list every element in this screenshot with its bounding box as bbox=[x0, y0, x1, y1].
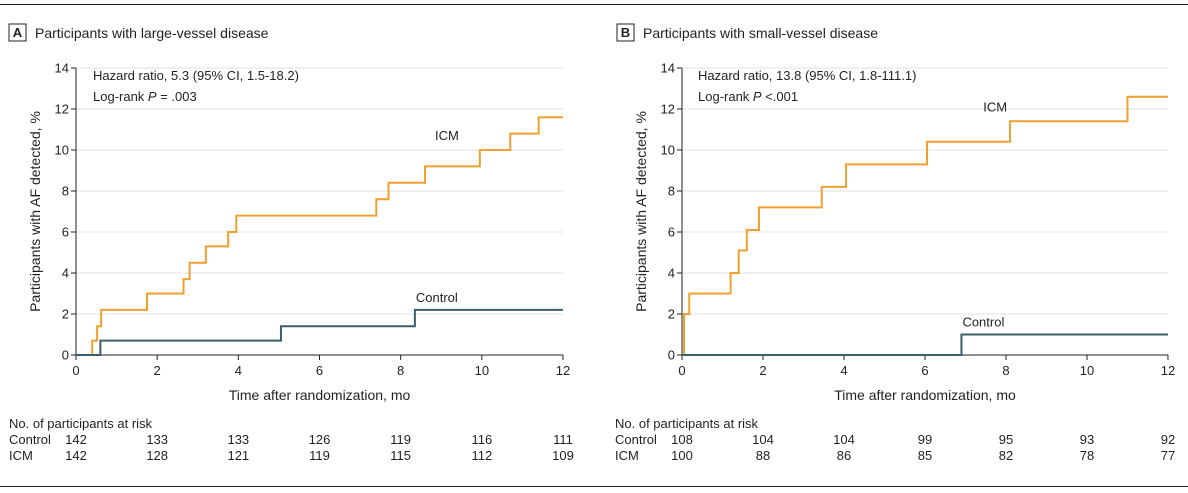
risk-value: 119 bbox=[390, 432, 411, 447]
y-tick-label: 2 bbox=[62, 307, 69, 322]
risk-value: 121 bbox=[227, 448, 249, 463]
panel-letter: A bbox=[13, 25, 23, 40]
chart-panel-b: B Participants with small-vessel disease 0… bbox=[615, 23, 1175, 463]
series-line-control bbox=[76, 308, 563, 356]
x-tick-label: 12 bbox=[556, 363, 570, 378]
x-tick-label: 0 bbox=[72, 363, 79, 378]
risk-row-label: Control bbox=[9, 432, 51, 447]
risk-value: 82 bbox=[999, 448, 1013, 463]
y-tick-label: 8 bbox=[668, 184, 675, 199]
y-tick-label: 6 bbox=[668, 225, 675, 240]
bottom-rule bbox=[0, 486, 1188, 487]
x-tick-label: 4 bbox=[235, 363, 242, 378]
risk-value: 92 bbox=[1161, 432, 1175, 447]
risk-table-title: No. of participants at risk bbox=[9, 416, 153, 431]
y-tick-label: 10 bbox=[55, 143, 69, 158]
y-tick-label: 2 bbox=[668, 307, 675, 322]
hazard-ratio-text: Hazard ratio, 5.3 (95% CI, 1.5-18.2) bbox=[93, 68, 299, 83]
chart-panel-a: A Participants with large-vessel disease 0… bbox=[8, 23, 574, 463]
risk-value: 86 bbox=[837, 448, 851, 463]
risk-value: 99 bbox=[918, 432, 932, 447]
y-tick-label: 0 bbox=[62, 348, 69, 363]
risk-table-title: No. of participants at risk bbox=[615, 416, 759, 431]
series-label-control: Control bbox=[416, 290, 458, 305]
risk-value: 88 bbox=[756, 448, 770, 463]
panel-letter-box bbox=[616, 23, 635, 42]
x-tick-label: 4 bbox=[840, 363, 847, 378]
panel-title: Participants with large-vessel disease bbox=[35, 25, 269, 41]
risk-value: 128 bbox=[146, 448, 168, 463]
y-tick-label: 12 bbox=[55, 102, 69, 117]
x-tick-label: 12 bbox=[1161, 363, 1175, 378]
series-line-icm bbox=[76, 116, 563, 356]
risk-value: 111 bbox=[553, 432, 573, 447]
risk-value: 108 bbox=[671, 432, 693, 447]
y-tick-label: 8 bbox=[62, 184, 69, 199]
x-tick-label: 6 bbox=[921, 363, 928, 378]
y-tick-label: 10 bbox=[661, 143, 675, 158]
y-tick-label: 14 bbox=[55, 61, 69, 76]
risk-value: 78 bbox=[1080, 448, 1094, 463]
x-tick-label: 6 bbox=[316, 363, 323, 378]
x-tick-label: 10 bbox=[475, 363, 489, 378]
log-rank-prefix: Log-rank bbox=[698, 89, 753, 104]
risk-value: 119 bbox=[309, 448, 330, 463]
log-rank-value: <.001 bbox=[762, 89, 799, 104]
y-tick-label: 4 bbox=[668, 266, 675, 281]
log-rank-prefix: Log-rank bbox=[93, 89, 148, 104]
x-tick-label: 2 bbox=[759, 363, 766, 378]
x-tick-label: 8 bbox=[1002, 363, 1009, 378]
log-rank-p: P bbox=[753, 89, 762, 104]
risk-value: 133 bbox=[227, 432, 249, 447]
risk-row-label: Control bbox=[615, 432, 657, 447]
x-tick-label: 0 bbox=[678, 363, 685, 378]
risk-value: 100 bbox=[671, 448, 693, 463]
risk-value: 116 bbox=[471, 432, 492, 447]
risk-value: 109 bbox=[552, 448, 574, 463]
risk-value: 112 bbox=[471, 448, 492, 463]
risk-value: 133 bbox=[146, 432, 168, 447]
top-rule bbox=[0, 4, 1188, 5]
hazard-ratio-text: Hazard ratio, 13.8 (95% CI, 1.8-111.1) bbox=[698, 68, 916, 83]
y-axis-title: Participants with AF detected, % bbox=[633, 111, 649, 312]
log-rank-text: Log-rank P <.001 bbox=[698, 89, 798, 104]
risk-row-label: ICM bbox=[9, 448, 33, 463]
panel-letter-box bbox=[8, 23, 27, 42]
y-tick-label: 4 bbox=[62, 266, 69, 281]
y-tick-label: 14 bbox=[661, 61, 675, 76]
risk-value: 104 bbox=[752, 432, 774, 447]
log-rank-p: P bbox=[148, 89, 157, 104]
risk-value: 142 bbox=[65, 448, 87, 463]
series-label-icm: ICM bbox=[435, 128, 459, 143]
series-label-icm: ICM bbox=[983, 99, 1007, 114]
series-line-control bbox=[682, 333, 1168, 356]
x-axis-title: Time after randomization, mo bbox=[229, 387, 411, 403]
x-tick-label: 8 bbox=[397, 363, 404, 378]
x-axis-title: Time after randomization, mo bbox=[834, 387, 1016, 403]
x-tick-label: 10 bbox=[1080, 363, 1094, 378]
panel-letter: B bbox=[621, 25, 630, 40]
risk-value: 93 bbox=[1080, 432, 1094, 447]
y-tick-label: 12 bbox=[661, 102, 675, 117]
risk-value: 104 bbox=[833, 432, 855, 447]
series-line-icm bbox=[682, 95, 1168, 356]
log-rank-value: = .003 bbox=[157, 89, 197, 104]
y-tick-label: 0 bbox=[668, 348, 675, 363]
risk-value: 95 bbox=[999, 432, 1013, 447]
risk-value: 85 bbox=[918, 448, 932, 463]
risk-row-label: ICM bbox=[615, 448, 639, 463]
y-tick-label: 6 bbox=[62, 225, 69, 240]
log-rank-text: Log-rank P = .003 bbox=[93, 89, 197, 104]
series-label-control: Control bbox=[962, 315, 1004, 330]
risk-value: 77 bbox=[1161, 448, 1175, 463]
panel-title: Participants with small-vessel disease bbox=[643, 25, 878, 41]
x-tick-label: 2 bbox=[154, 363, 161, 378]
risk-value: 142 bbox=[65, 432, 87, 447]
risk-value: 126 bbox=[309, 432, 331, 447]
y-axis-title: Participants with AF detected, % bbox=[27, 111, 43, 312]
risk-value: 115 bbox=[390, 448, 411, 463]
